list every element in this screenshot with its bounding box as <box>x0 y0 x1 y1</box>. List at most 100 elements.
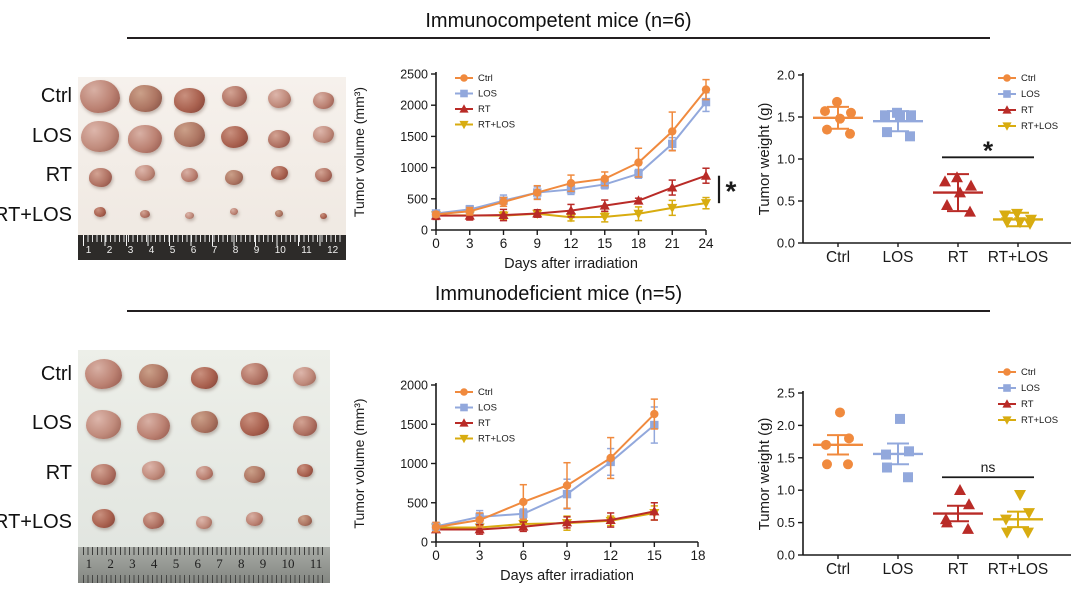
group-Ctrl <box>813 96 863 139</box>
category-label: LOS <box>882 561 913 578</box>
row-label-Ctrl: Ctrl <box>40 363 72 386</box>
tumor-weight-chart-immunocompetent: 0.0 0.5 1.0 1.5 2.0 Tumor weight (g) Ctrl LOS RT… <box>756 68 1071 266</box>
x-tick-label: 18 <box>690 548 705 563</box>
significance-bar: ns <box>942 459 1034 479</box>
section-title-immunocompetent: Immunocompetent mice (n=6) <box>425 10 692 32</box>
significance-label: ns <box>981 459 996 475</box>
y-tick-label: 500 <box>407 496 428 510</box>
data-point-circle-icon <box>499 197 508 207</box>
data-point-circle-icon <box>835 407 845 418</box>
photo-row-labels: Ctrl LOS RT RT+LOS <box>0 350 78 583</box>
data-point-triangle-up-icon <box>951 171 963 183</box>
category-label: Ctrl <box>826 561 850 578</box>
tumor-specimen <box>185 212 195 220</box>
y-axis-title: Tumor volume (mm³) <box>351 398 367 528</box>
row-label-RT: RT <box>45 164 72 187</box>
data-point-triangle-up-icon <box>964 205 976 217</box>
data-point-triangle-down-icon <box>667 203 678 214</box>
tumor-specimen <box>80 79 121 113</box>
ruler-number: 10 <box>274 245 286 256</box>
ruler-number: 12 <box>327 245 339 256</box>
tumor-specimen <box>196 516 213 530</box>
tumor-specimen <box>240 363 268 386</box>
tumor-specimen <box>230 208 239 216</box>
group-RT <box>933 171 983 217</box>
legend-triangle-up-icon <box>1002 399 1012 408</box>
significance-bar: * <box>942 135 1034 165</box>
legend-label: RT+LOS <box>478 434 515 445</box>
data-point-triangle-up-icon <box>599 200 610 210</box>
data-point-square-icon <box>701 97 711 107</box>
category-label: LOS <box>882 249 913 266</box>
tumor-specimen <box>190 367 218 390</box>
data-point-circle-icon <box>844 433 854 444</box>
legend-triangle-down-icon <box>1002 416 1012 425</box>
data-point-triangle-up-icon <box>633 195 644 205</box>
x-tick-label: 3 <box>476 548 484 563</box>
x-tick-label: 6 <box>520 548 528 563</box>
data-point-triangle-up-icon <box>498 209 509 220</box>
data-point-triangle-up-icon <box>941 516 953 528</box>
tumor-specimen <box>292 416 317 437</box>
ruler-number: 3 <box>127 245 134 256</box>
title-underline-bottom <box>127 310 990 312</box>
ruler-number: 5 <box>169 245 176 256</box>
tumor-specimen <box>239 412 269 437</box>
legend-triangle-up-icon <box>1002 105 1012 114</box>
tumor-specimen <box>142 461 166 481</box>
x-axis-title: Days after irradiation <box>500 568 634 584</box>
tumor-specimen <box>91 509 115 529</box>
ruler-number: 4 <box>148 245 155 256</box>
data-point-triangle-up-icon <box>700 170 712 180</box>
y-tick-label: 2000 <box>400 379 428 393</box>
legend-triangle-up-icon <box>459 418 469 427</box>
tumor-volume-chart-immunocompetent: 0 500 1000 1500 2000 2500 0 3 6 9 12 15 18 21 24 Days a… <box>351 68 737 273</box>
x-tick-label: 12 <box>563 236 578 251</box>
legend-label: RT+LOS <box>1021 415 1058 426</box>
category-label: RT <box>948 249 969 266</box>
tumor-photo-panel-immunodeficient: Ctrl LOS RT RT+LOS 1 2 3 4 5 6 7 8 9 10 11 <box>0 350 330 583</box>
tumor-specimen <box>128 84 162 112</box>
data-point-triangle-down-icon <box>700 199 712 209</box>
group-RT <box>933 483 983 534</box>
data-point-square-icon <box>905 131 915 142</box>
tumor-specimen <box>220 125 248 148</box>
tumor-specimen <box>293 366 317 386</box>
legend-label: LOS <box>1021 89 1040 100</box>
data-point-triangle-down-icon <box>1014 489 1026 501</box>
x-tick-label: 9 <box>533 236 541 251</box>
x-tick-label: 9 <box>563 548 571 563</box>
tumor-specimen <box>85 409 121 439</box>
data-point-triangle-down-icon <box>1023 508 1035 520</box>
tumor-weight-chart-immunodeficient: 0.0 0.5 1.0 1.5 2.0 2.5 Tumor weight (g) Ctrl LO… <box>756 367 1071 578</box>
data-point-triangle-up-icon <box>474 524 485 534</box>
tumor-specimen <box>270 166 288 181</box>
data-point-triangle-up-icon <box>605 514 616 525</box>
data-point-square-icon <box>903 472 913 483</box>
tumor-row-LOS <box>78 400 330 448</box>
series-RT <box>430 502 660 535</box>
legend-triangle-down-icon <box>459 434 469 444</box>
legend-triangle-down-icon <box>1002 122 1012 131</box>
group-Ctrl <box>813 407 863 470</box>
x-tick-label: 12 <box>603 548 618 563</box>
y-tick-label: 2.5 <box>777 386 795 401</box>
legend-circle-icon <box>460 74 468 82</box>
data-point-triangle-down-icon <box>1014 217 1026 229</box>
data-point-circle-icon <box>835 113 845 124</box>
section-title-immunodeficient: Immunodeficient mice (n=5) <box>434 283 683 305</box>
tumor-row-RT+LOS <box>78 195 346 234</box>
y-axis-title: Tumor weight (g) <box>756 103 773 216</box>
data-point-circle-icon <box>668 127 677 136</box>
data-point-circle-icon <box>832 96 842 107</box>
tumor-specimen <box>139 364 169 389</box>
tumor-row-RT <box>78 156 346 195</box>
legend-label: Ctrl <box>1021 367 1036 378</box>
tumor-specimen <box>84 359 122 390</box>
legend-label: RT+LOS <box>478 120 515 131</box>
legend-label: Ctrl <box>1021 73 1036 84</box>
data-point-circle-icon <box>431 210 441 219</box>
tumor-photo-panel-immunocompetent: Ctrl LOS RT RT+LOS 1 2 3 4 5 6 7 8 9 10 11 12 <box>0 77 346 260</box>
x-tick-label: 24 <box>698 236 714 251</box>
